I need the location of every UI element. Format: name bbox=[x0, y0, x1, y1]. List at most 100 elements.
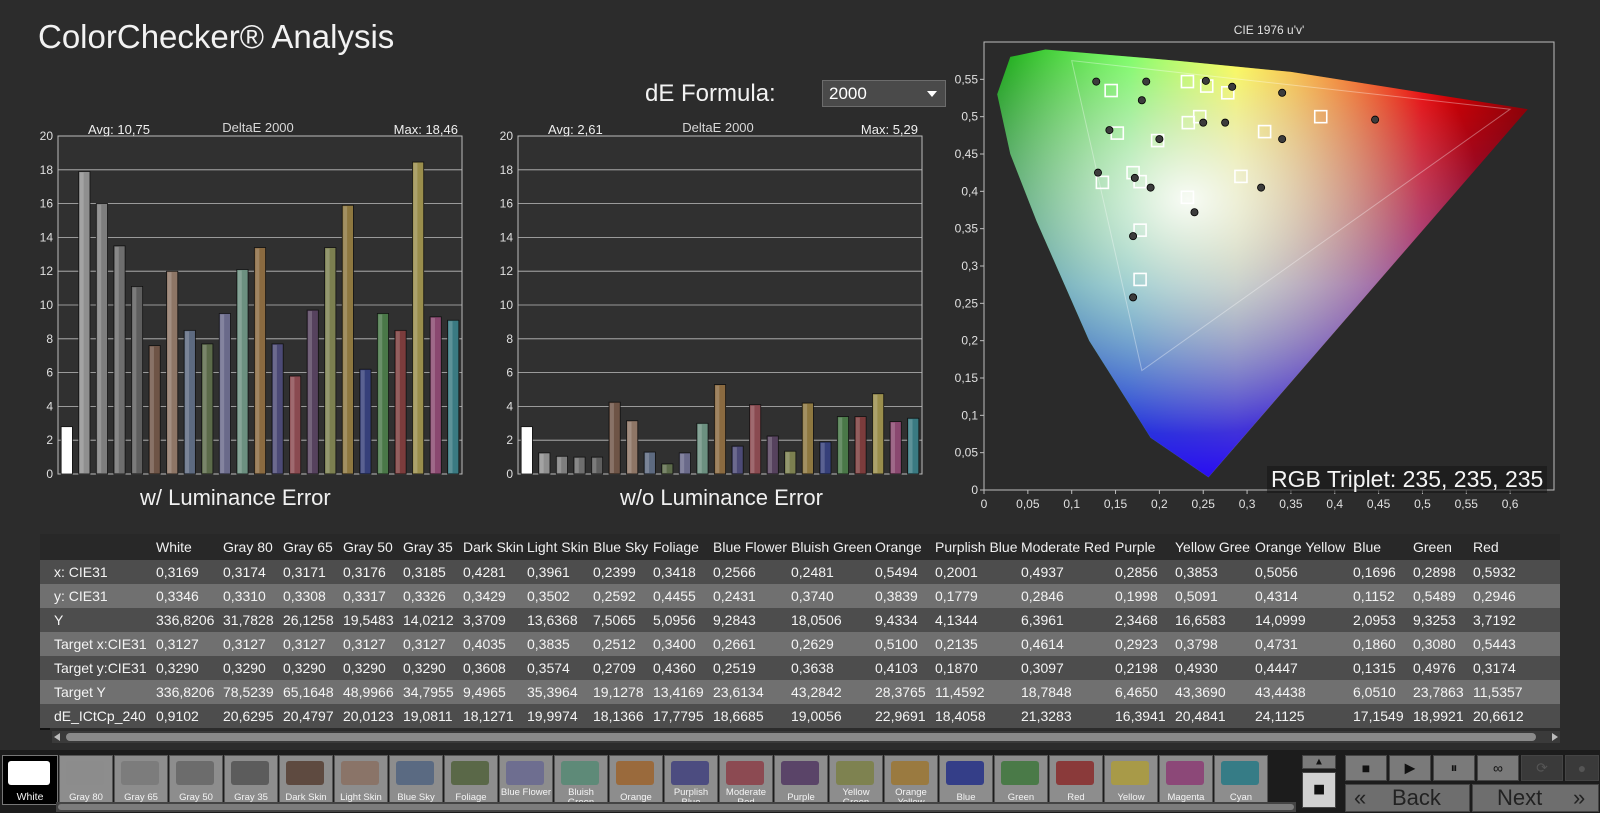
y-tick-label: 12 bbox=[500, 264, 514, 278]
swatch-foliage[interactable]: Foliage bbox=[444, 755, 498, 805]
column-header[interactable]: Gray 80 bbox=[219, 539, 279, 555]
table-row: Target Y 336,8206 78,5239 65,1648 48,9966 34,… bbox=[40, 680, 1560, 704]
swatch-label: Blue Flower bbox=[500, 788, 552, 798]
bar-highlight bbox=[203, 345, 207, 473]
bar-highlight bbox=[645, 453, 649, 473]
table-cell: 18,4058 bbox=[931, 708, 1017, 724]
table-cell: 65,1648 bbox=[279, 684, 339, 700]
back-button[interactable]: « Back bbox=[1345, 784, 1470, 812]
table-row: Target x:CIE31 0,3127 0,3127 0,3127 0,3127 0,… bbox=[40, 632, 1560, 656]
swatch-label: White bbox=[3, 792, 57, 802]
stop-button[interactable]: ■ bbox=[1345, 755, 1387, 781]
table-horizontal-scrollbar[interactable] bbox=[52, 731, 1560, 743]
column-header[interactable]: Foliage bbox=[649, 539, 709, 555]
column-header[interactable]: Purplish Blue bbox=[931, 539, 1017, 555]
column-header[interactable]: Blue bbox=[1349, 539, 1409, 555]
play-button[interactable]: ▶ bbox=[1389, 755, 1431, 781]
column-header[interactable]: Orange bbox=[871, 539, 931, 555]
table-cell: 0,3853 bbox=[1171, 564, 1251, 580]
scroll-left-icon[interactable] bbox=[54, 733, 60, 741]
x-tick-label: 0,55 bbox=[1455, 497, 1479, 511]
table-cell: 18,0506 bbox=[787, 612, 871, 628]
row-label: Target Y bbox=[40, 684, 152, 700]
scroll-up-button[interactable]: ▲ bbox=[1302, 755, 1336, 769]
swatch-red[interactable]: Red bbox=[1049, 755, 1103, 805]
de-formula-select[interactable]: 2000 bbox=[822, 80, 946, 107]
swatch-gray-50[interactable]: Gray 50 bbox=[169, 755, 223, 805]
table-cell: 17,7795 bbox=[649, 708, 709, 724]
table-cell: 18,7848 bbox=[1017, 684, 1111, 700]
column-header[interactable]: White bbox=[152, 539, 219, 555]
pause-button[interactable]: ⏸ bbox=[1433, 755, 1475, 781]
column-header[interactable]: Yellow Green bbox=[1171, 539, 1251, 555]
measured-point bbox=[1138, 97, 1145, 104]
swatch-chip bbox=[1221, 761, 1259, 785]
swatch-blue-flower[interactable]: Blue Flower bbox=[499, 755, 553, 805]
swatch-light-skin[interactable]: Light Skin bbox=[334, 755, 388, 805]
column-header[interactable]: Gray 50 bbox=[339, 539, 399, 555]
swatch-purplish-blue[interactable]: Purplish Blue bbox=[664, 755, 718, 805]
column-header[interactable]: Orange Yellow bbox=[1251, 539, 1349, 555]
loop-button[interactable]: ∞ bbox=[1477, 755, 1519, 781]
swatch-scrollbar[interactable] bbox=[56, 802, 1296, 812]
swatch-white[interactable]: White bbox=[2, 755, 58, 805]
series-title: DeltaE 2000 bbox=[682, 120, 754, 135]
x-tick-label: 0,35 bbox=[1279, 497, 1303, 511]
scroll-right-icon[interactable] bbox=[1552, 733, 1558, 741]
column-header[interactable]: Moderate Red bbox=[1017, 539, 1111, 555]
table-row: dE_ICtCp_240 0,9102 20,6295 20,4797 20,0123 1… bbox=[40, 704, 1560, 728]
swatch-chip bbox=[121, 761, 159, 785]
swatch-gray-80[interactable]: Gray 80 bbox=[59, 755, 113, 805]
column-header[interactable]: Dark Skin bbox=[459, 539, 523, 555]
swatch-blue-sky[interactable]: Blue Sky bbox=[389, 755, 443, 805]
swatch-purple[interactable]: Purple bbox=[774, 755, 828, 805]
column-header[interactable]: Light Skin bbox=[523, 539, 589, 555]
x-tick-label: 0,15 bbox=[1104, 497, 1128, 511]
table-cell: 0,4731 bbox=[1251, 636, 1349, 652]
next-button[interactable]: Next » bbox=[1472, 784, 1599, 812]
column-header[interactable]: Red bbox=[1469, 539, 1525, 555]
swatch-chip bbox=[726, 761, 764, 785]
record-button[interactable]: ● bbox=[1565, 755, 1599, 781]
table-cell: 0,4614 bbox=[1017, 636, 1111, 652]
column-header[interactable]: Gray 65 bbox=[279, 539, 339, 555]
column-header[interactable]: Green bbox=[1409, 539, 1469, 555]
y-tick-label: 0 bbox=[971, 483, 978, 497]
bar-highlight bbox=[522, 428, 526, 473]
swatch-orange-yellow[interactable]: Orange Yellow bbox=[884, 755, 938, 805]
column-header[interactable]: Blue Sky bbox=[589, 539, 649, 555]
swatch-yellow[interactable]: Yellow bbox=[1104, 755, 1158, 805]
swatch-gray-65[interactable]: Gray 65 bbox=[114, 755, 168, 805]
table-cell: 0,4314 bbox=[1251, 588, 1349, 604]
table-cell: 0,5494 bbox=[871, 564, 931, 580]
swatch-magenta[interactable]: Magenta bbox=[1159, 755, 1213, 805]
swatch-green[interactable]: Green bbox=[994, 755, 1048, 805]
table-cell: 0,5100 bbox=[871, 636, 931, 652]
swatch-yellow-green[interactable]: Yellow Green bbox=[829, 755, 883, 805]
swatch-scrollbar-thumb[interactable] bbox=[58, 804, 1294, 810]
column-header[interactable]: Bluish Green bbox=[787, 539, 871, 555]
swatch-chip bbox=[1166, 761, 1204, 785]
y-tick-label: 12 bbox=[40, 264, 54, 278]
swatch-blue[interactable]: Blue bbox=[939, 755, 993, 805]
refresh-button[interactable]: ⟳ bbox=[1521, 755, 1563, 781]
bar-highlight bbox=[273, 345, 277, 473]
stop-pattern-button[interactable]: ■ bbox=[1302, 772, 1336, 808]
swatch-moderate-red[interactable]: Moderate Red bbox=[719, 755, 773, 805]
swatch-bluish-green[interactable]: Bluish Green bbox=[554, 755, 608, 805]
column-header[interactable]: Blue Flower bbox=[709, 539, 787, 555]
scrollbar-thumb[interactable] bbox=[66, 733, 1536, 741]
row-label: x: CIE31 bbox=[40, 564, 152, 580]
swatch-cyan[interactable]: Cyan bbox=[1214, 755, 1268, 805]
column-header[interactable]: Gray 35 bbox=[399, 539, 459, 555]
y-tick-label: 0,05 bbox=[955, 446, 979, 460]
bar-highlight bbox=[786, 452, 790, 473]
swatch-orange[interactable]: Orange bbox=[609, 755, 663, 805]
swatch-dark-skin[interactable]: Dark Skin bbox=[279, 755, 333, 805]
table-cell: 35,3964 bbox=[523, 684, 589, 700]
column-header[interactable]: Purple bbox=[1111, 539, 1171, 555]
bar-highlight bbox=[592, 458, 596, 473]
swatch-gray-35[interactable]: Gray 35 bbox=[224, 755, 278, 805]
table-cell: 14,0999 bbox=[1251, 612, 1349, 628]
bar-highlight bbox=[255, 249, 259, 473]
